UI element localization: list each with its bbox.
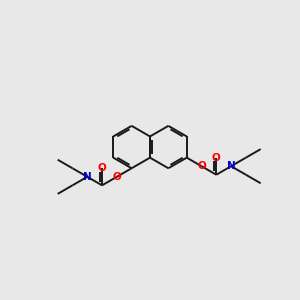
Text: O: O xyxy=(112,172,121,182)
Text: O: O xyxy=(98,163,106,173)
Text: O: O xyxy=(212,153,221,163)
Text: N: N xyxy=(227,161,236,171)
Text: O: O xyxy=(197,161,206,171)
Text: N: N xyxy=(83,172,92,182)
